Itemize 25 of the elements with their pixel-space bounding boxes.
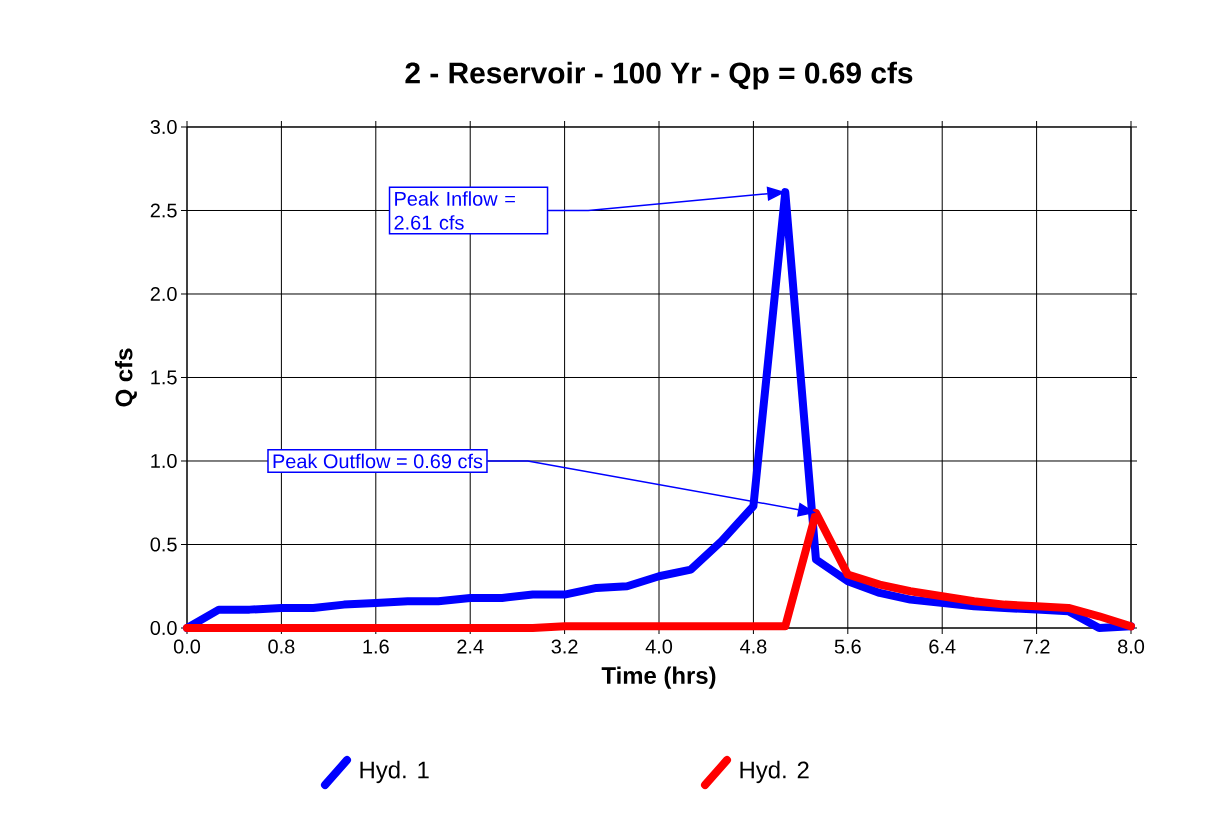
x-tick-label: 4.0: [645, 639, 673, 654]
x-tick-label: 1.6: [363, 639, 389, 654]
annotation: Peak Inflow = 2.61 cfs: [394, 191, 515, 230]
x-tick-label: 4.8: [740, 639, 767, 654]
chart-title: 2 - Reservoir - 100 Yr - Qp = 0.69 cfs: [405, 61, 913, 90]
x-tick-label: 3.2: [551, 639, 578, 654]
y-tick-label: 2.0: [150, 286, 177, 302]
legend-label: Hyd. 1: [360, 760, 429, 784]
y-tick-label: 2.5: [150, 203, 177, 218]
y-tick-label: 0.0: [150, 620, 177, 636]
x-tick-label: 0.8: [268, 639, 295, 654]
y-tick-label: 1.0: [151, 453, 177, 469]
y-axis-title: Q cfs: [114, 348, 137, 407]
x-tick-label: 2.4: [457, 639, 484, 654]
x-tick-label: 7.2: [1023, 639, 1050, 654]
y-tick-label: 0.5: [150, 537, 177, 552]
x-tick-label: 5.6: [834, 639, 861, 654]
x-tick-label: 6.4: [929, 639, 956, 654]
y-tick-label: 3.0: [150, 119, 177, 135]
annotation: Peak Outflow = 0.69 cfs: [273, 453, 483, 469]
x-tick-label: 8.0: [1118, 639, 1145, 654]
y-tick-label: 1.5: [151, 370, 177, 385]
legend-label: Hyd. 2: [740, 760, 809, 784]
x-axis-title: Time (hrs): [601, 666, 716, 689]
x-tick-label: 0.0: [173, 639, 201, 654]
